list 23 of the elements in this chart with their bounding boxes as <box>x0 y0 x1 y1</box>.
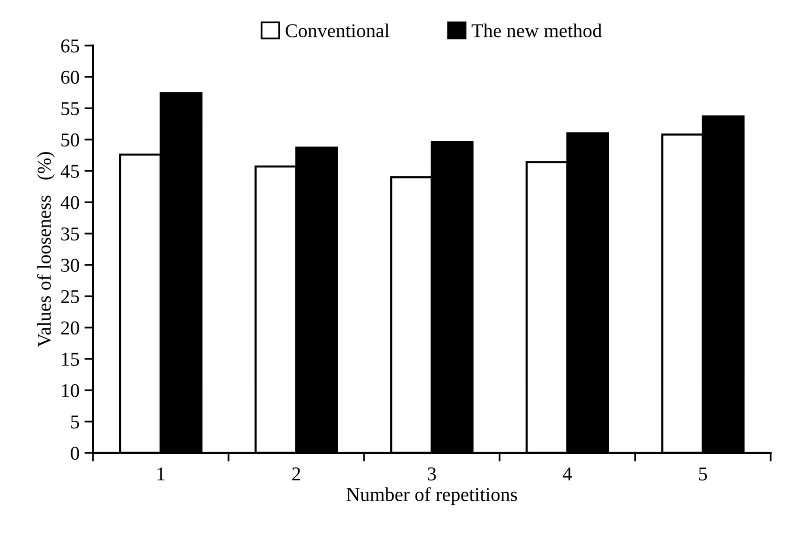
y-tick-label: 20 <box>61 321 80 335</box>
y-tick-label: 65 <box>61 39 80 52</box>
y-tick-label: 45 <box>60 164 80 178</box>
x-tick-label: 3 <box>428 467 436 480</box>
legend-label: The new method <box>472 24 602 38</box>
y-tick-label: 60 <box>61 70 80 84</box>
y-tick-label: 0 <box>70 446 80 460</box>
y-tick-label: 35 <box>61 227 80 241</box>
y-tick-label: 25 <box>61 290 80 304</box>
y-tick-label: 15 <box>62 352 80 366</box>
y-tick-label: 30 <box>61 258 80 272</box>
x-tick-label: 2 <box>292 467 300 480</box>
legend-label: Conventional <box>286 24 390 38</box>
x-tick-label: 5 <box>699 468 707 480</box>
y-tick-label: 40 <box>60 196 80 210</box>
y-tick-label: 10 <box>62 384 80 398</box>
x-tick-label: 4 <box>562 468 572 480</box>
x-tick-label: 1 <box>158 467 164 480</box>
x-axis-title: Number of repetitions <box>346 487 517 506</box>
y-tick-label: 50 <box>61 133 80 147</box>
y-tick-label: 55 <box>61 102 80 116</box>
y-tick-label: 5 <box>71 416 80 429</box>
y-axis-title: Values of looseness (%) <box>36 152 55 348</box>
